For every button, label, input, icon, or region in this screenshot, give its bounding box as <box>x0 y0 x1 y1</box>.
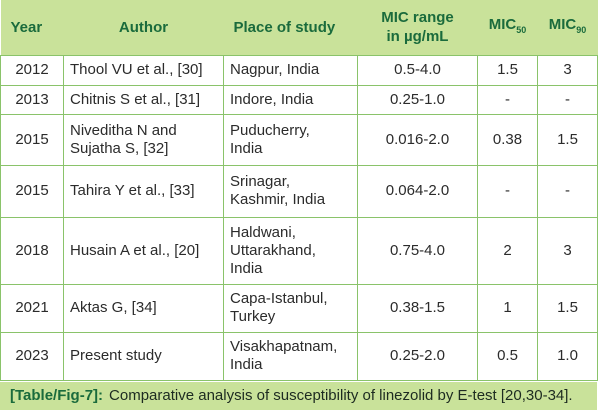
cell-place: Nagpur, India <box>223 54 358 86</box>
cell-mic90: 3 <box>537 216 598 285</box>
cell-mic90: 1.5 <box>537 283 598 333</box>
cell-mic-range: 0.016-2.0 <box>357 113 478 166</box>
cell-mic-range: 0.38-1.5 <box>357 283 478 333</box>
cell-mic90: 1.5 <box>537 113 598 166</box>
cell-mic50: - <box>477 84 538 115</box>
table-row: 2021 Aktas G, [34] Capa-Istanbul, Turkey … <box>0 283 598 333</box>
cell-author: Chitnis S et al., [31] <box>63 84 224 115</box>
cell-author: Aktas G, [34] <box>63 283 224 333</box>
cell-mic50: - <box>477 164 538 218</box>
table-header-row: Year Author Place of study MIC range in … <box>0 0 598 55</box>
cell-mic-range: 0.75-4.0 <box>357 216 478 285</box>
cell-place: Visakhapatnam, India <box>223 331 358 381</box>
header-mic-range-line1: MIC range <box>381 9 454 27</box>
cell-place-line2: Turkey <box>230 308 276 325</box>
caption-label: [Table/Fig-7]: <box>10 387 104 404</box>
header-mic90-sub: 90 <box>576 24 587 35</box>
cell-author-line1: Thool VU et al., [30] <box>70 61 203 78</box>
cell-mic50: 1.5 <box>477 54 538 86</box>
cell-year: 2013 <box>0 84 64 115</box>
cell-author-line1: Husain A et al., [20] <box>70 241 200 259</box>
header-author: Author <box>118 18 169 36</box>
cell-place-line1: Capa-Istanbul, <box>230 290 328 307</box>
cell-place-line2: Uttarakhand, <box>230 241 316 259</box>
caption-text: Comparative analysis of susceptibility o… <box>109 387 573 404</box>
header-mic-range-line2: in µg/mL <box>386 28 449 46</box>
cell-place-line2: Kashmir, India <box>230 191 326 208</box>
header-year: Year <box>10 18 43 36</box>
cell-author: Tahira Y et al., [33] <box>63 164 224 218</box>
table-row: 2018 Husain A et al., [20] Haldwani, Utta… <box>0 216 598 285</box>
cell-mic-range: 0.25-2.0 <box>357 331 478 381</box>
cell-place-line1: Indore, India <box>230 90 314 108</box>
cell-author: Thool VU et al., [30] <box>63 54 224 86</box>
table-row: 2015 Niveditha N and Sujatha S, [32] Pudu… <box>0 113 598 166</box>
cell-year: 2012 <box>0 54 64 86</box>
header-mic50: MIC50 <box>478 0 538 55</box>
cell-place-line2: India <box>230 139 263 157</box>
header-mic90-main: MIC <box>548 15 577 33</box>
cell-author: Present study <box>63 331 224 381</box>
cell-place-line1: Srinagar, <box>230 173 291 190</box>
cell-author: Husain A et al., [20] <box>63 216 224 285</box>
cell-author: Niveditha N and Sujatha S, [32] <box>63 113 224 166</box>
cell-place-line3: India <box>230 259 263 277</box>
header-mic-range: MIC range in µg/mL <box>358 0 478 55</box>
cell-mic-range: 0.5-4.0 <box>357 54 478 86</box>
cell-place-line1: Nagpur, India <box>230 61 320 78</box>
table-row: 2015 Tahira Y et al., [33] Srinagar, Kash… <box>0 164 598 218</box>
cell-place-line1: Puducherry, <box>230 121 310 139</box>
table-row: 2013 Chitnis S et al., [31] Indore, Indi… <box>0 84 598 115</box>
cell-year: 2023 <box>0 331 64 381</box>
cell-mic90: - <box>537 164 598 218</box>
cell-mic50: 0.5 <box>477 331 538 381</box>
cell-place-line1: Visakhapatnam, <box>230 338 338 355</box>
cell-author-line1: Present study <box>70 347 162 364</box>
cell-year: 2021 <box>0 283 64 333</box>
cell-author-line1: Aktas G, [34] <box>70 299 157 316</box>
table-row: 2012 Thool VU et al., [30] Nagpur, India… <box>0 54 598 86</box>
cell-place: Capa-Istanbul, Turkey <box>223 283 358 333</box>
cell-mic-range: 0.25-1.0 <box>357 84 478 115</box>
cell-mic50: 2 <box>477 216 538 285</box>
cell-place-line1: Haldwani, <box>230 223 296 241</box>
cell-author-line1: Tahira Y et al., [33] <box>70 182 195 199</box>
header-mic50-sub: 50 <box>516 24 527 35</box>
cell-place-line2: India <box>230 356 263 373</box>
header-place: Place of study <box>233 18 336 36</box>
cell-year: 2015 <box>0 113 64 166</box>
cell-mic-range: 0.064-2.0 <box>357 164 478 218</box>
cell-place: Haldwani, Uttarakhand, India <box>223 216 358 285</box>
cell-place: Indore, India <box>223 84 358 115</box>
cell-mic90: - <box>537 84 598 115</box>
header-mic50-main: MIC <box>488 15 517 33</box>
cell-place: Puducherry, India <box>223 113 358 166</box>
cell-author-line1: Chitnis S et al., [31] <box>70 90 201 108</box>
cell-author-line2: Sujatha S, [32] <box>70 139 169 157</box>
cell-place: Srinagar, Kashmir, India <box>223 164 358 218</box>
cell-mic90: 3 <box>537 54 598 86</box>
cell-author-line1: Niveditha N and <box>70 121 177 139</box>
cell-year: 2018 <box>0 216 64 285</box>
cell-mic90: 1.0 <box>537 331 598 381</box>
table-caption: [Table/Fig-7]: Comparative analysis of s… <box>0 381 597 410</box>
table-row: 2023 Present study Visakhapatnam, India 0… <box>0 331 598 381</box>
cell-mic50: 0.38 <box>477 113 538 166</box>
comparison-table: Year Author Place of study MIC range in … <box>0 0 598 381</box>
cell-mic50: 1 <box>477 283 538 333</box>
header-mic90: MIC90 <box>538 0 598 55</box>
cell-year: 2015 <box>0 164 64 218</box>
